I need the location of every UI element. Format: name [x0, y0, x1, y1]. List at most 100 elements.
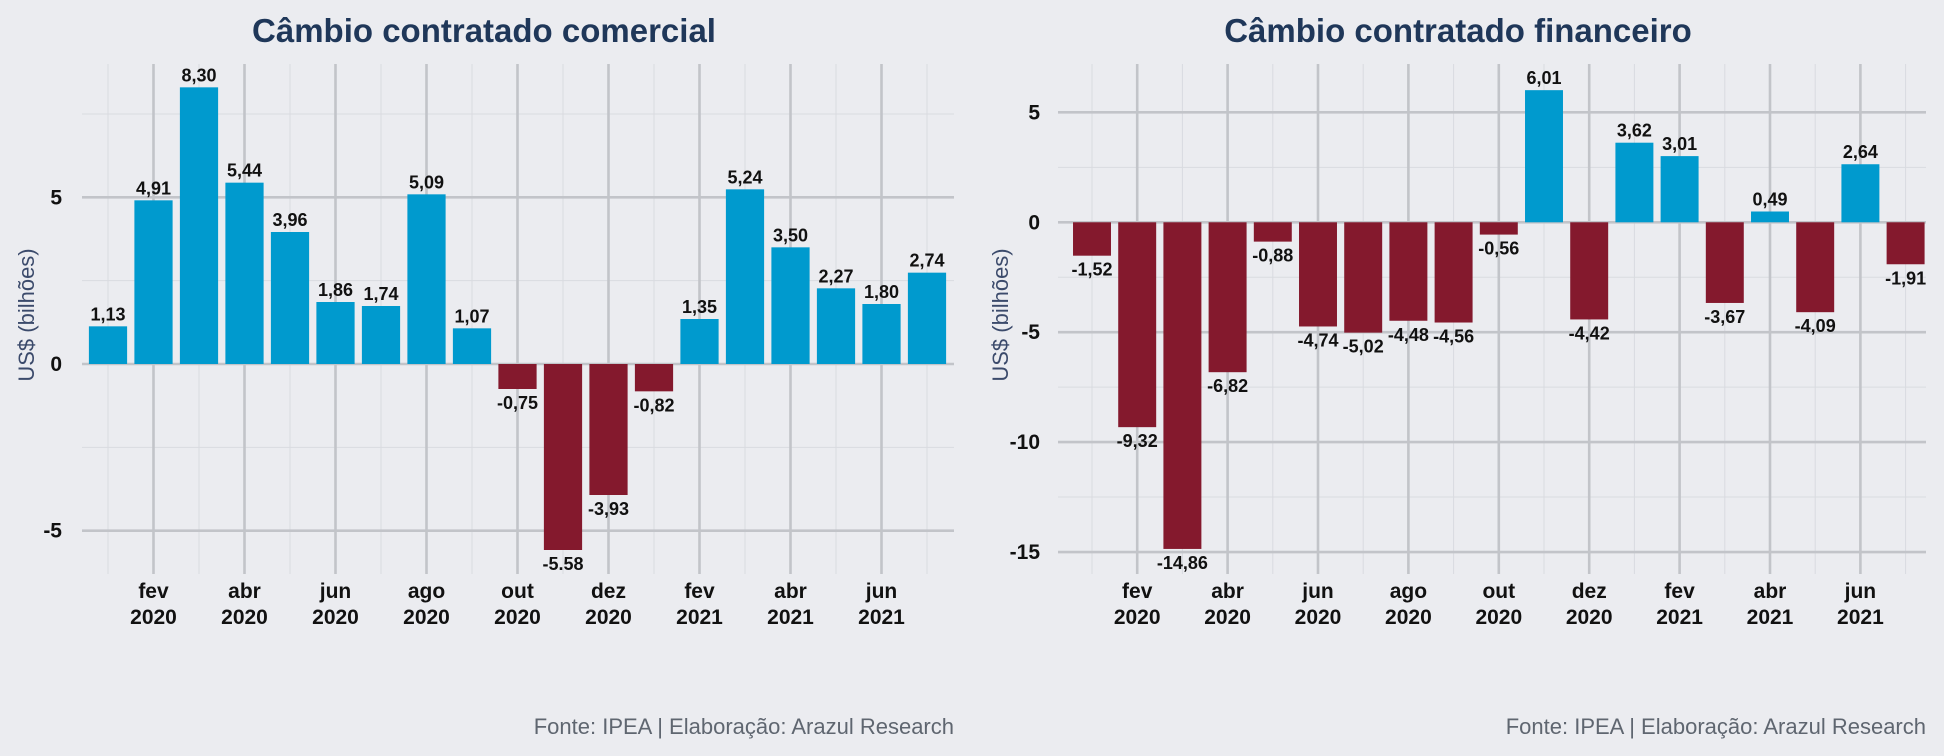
bar-comercial-mar-2020: [179, 87, 219, 364]
y-tick-label-financeiro: -10: [1010, 431, 1040, 454]
data-label-comercial: 3,96: [272, 210, 307, 230]
bar-financeiro-nov-2020: [1525, 90, 1563, 223]
chart-title-financeiro: Câmbio contratado financeiro: [1224, 12, 1692, 49]
x-tick-label-financeiro: abr 2021: [1747, 580, 1794, 629]
bar-comercial-dez-2020: [589, 364, 628, 495]
x-tick-label-financeiro: jun 2021: [1837, 580, 1884, 629]
x-tick-label-comercial: jun 2021: [858, 580, 905, 629]
data-label-comercial: 1,86: [318, 280, 353, 300]
x-tick-label-comercial: fev 2020: [130, 580, 177, 629]
bar-comercial-jun-2020: [316, 302, 355, 364]
data-label-comercial: 2,27: [818, 266, 853, 286]
bar-comercial-jan-2021: [634, 364, 674, 392]
data-label-financeiro: -1,52: [1071, 260, 1112, 280]
data-label-financeiro: 6,01: [1526, 68, 1561, 88]
bar-financeiro-ago-2020: [1389, 222, 1428, 321]
y-tick-label-financeiro: -15: [1010, 541, 1041, 564]
x-tick-label-financeiro: ago 2020: [1385, 580, 1432, 629]
bar-financeiro-jun-2021: [1841, 164, 1880, 223]
bar-financeiro-mai-2021: [1796, 222, 1835, 313]
x-tick-label-financeiro: fev 2020: [1114, 580, 1161, 629]
x-tick-label-comercial: fev 2021: [676, 580, 723, 629]
bar-comercial-abr-2020: [225, 182, 264, 364]
source-caption-financeiro: Fonte: IPEA | Elaboração: Arazul Researc…: [1506, 714, 1926, 739]
data-label-comercial: 2,74: [909, 251, 944, 271]
data-label-comercial: 1,13: [90, 304, 125, 324]
data-label-comercial: -0,75: [497, 393, 538, 413]
y-tick-label-comercial: 5: [50, 186, 62, 209]
data-label-financeiro: -4,42: [1569, 323, 1610, 343]
y-axis-label-comercial: US$ (bilhões): [14, 248, 39, 381]
bar-financeiro-mar-2020: [1163, 222, 1202, 549]
x-tick-label-comercial: out 2020: [494, 580, 541, 629]
data-label-comercial: 5,24: [727, 167, 762, 187]
x-tick-label-comercial: dez 2020: [585, 580, 632, 629]
bar-comercial-jan-2020: [88, 326, 128, 364]
data-label-comercial: -3,93: [588, 499, 629, 519]
data-label-financeiro: -4,56: [1433, 327, 1474, 347]
bar-financeiro-jan-2020: [1073, 222, 1111, 256]
data-label-comercial: 5,09: [409, 172, 444, 192]
chart-panel-comercial: 5 0 -5 fev 2020 abr 2020 jun 2020 ago 2020 out 2020 d…: [43, 64, 954, 629]
bar-comercial-mai-2020: [270, 232, 310, 364]
x-tick-label-comercial: abr 2021: [767, 580, 814, 629]
data-label-financeiro: -9,32: [1117, 431, 1158, 451]
bar-comercial-mai-2021: [816, 288, 856, 364]
bar-comercial-set-2020: [452, 328, 492, 364]
y-tick-label-comercial: -5: [43, 520, 62, 543]
y-tick-label-financeiro: 0: [1028, 211, 1040, 234]
data-label-comercial: 3,50: [773, 225, 808, 245]
data-label-financeiro: -3,67: [1704, 307, 1745, 327]
data-label-financeiro: -6,82: [1207, 376, 1248, 396]
data-label-financeiro: 0,49: [1752, 190, 1787, 210]
data-label-financeiro: -4,48: [1388, 325, 1429, 345]
bar-comercial-ago-2020: [407, 194, 446, 364]
data-label-comercial: 1,07: [454, 306, 489, 326]
data-label-financeiro: -0,88: [1252, 246, 1293, 266]
x-tick-label-financeiro: dez 2020: [1566, 580, 1613, 629]
bar-comercial-jul-2021: [907, 272, 947, 364]
data-label-financeiro: -4,09: [1795, 316, 1836, 336]
bar-comercial-nov-2020: [543, 364, 583, 550]
data-label-comercial: 1,74: [363, 284, 398, 304]
x-tick-label-financeiro: abr 2020: [1204, 580, 1251, 629]
data-label-comercial: -0,82: [633, 395, 674, 415]
bar-financeiro-jul-2021: [1886, 222, 1925, 265]
bar-financeiro-jun-2020: [1299, 222, 1337, 327]
bar-financeiro-jan-2021: [1615, 142, 1654, 223]
data-label-comercial: 1,80: [864, 282, 899, 302]
bar-financeiro-jul-2020: [1344, 222, 1383, 333]
y-tick-label-financeiro: -5: [1021, 321, 1040, 344]
chart-panel-financeiro: 5 0 -5 -10 -15 fev 2020 abr 2020 jun 2020 ago 2020 ou…: [1010, 64, 1926, 629]
bar-financeiro-mai-2020: [1253, 222, 1292, 242]
data-label-comercial: 8,30: [181, 65, 216, 85]
x-tick-label-financeiro: out 2020: [1475, 580, 1522, 629]
data-label-financeiro: 3,01: [1662, 134, 1697, 154]
bar-financeiro-abr-2020: [1208, 222, 1247, 373]
data-label-financeiro: -1,91: [1885, 268, 1926, 288]
x-tick-label-financeiro: jun 2020: [1295, 580, 1342, 629]
bar-financeiro-fev-2020: [1118, 222, 1157, 428]
x-tick-label-comercial: ago 2020: [403, 580, 450, 629]
bar-financeiro-mar-2021: [1705, 222, 1744, 303]
y-axis-label-financeiro: US$ (bilhões): [988, 248, 1013, 381]
data-label-comercial: -5.58: [542, 554, 583, 574]
bar-comercial-fev-2021: [680, 319, 719, 364]
data-label-comercial: 1,35: [682, 297, 717, 317]
x-tick-label-financeiro: fev 2021: [1656, 580, 1703, 629]
data-label-financeiro: -4,74: [1297, 330, 1338, 350]
data-label-financeiro: -14,86: [1157, 553, 1208, 573]
data-label-financeiro: 2,64: [1843, 142, 1878, 162]
data-label-comercial: 4,91: [136, 178, 171, 198]
bar-comercial-abr-2021: [771, 247, 810, 364]
bar-comercial-mar-2021: [725, 189, 765, 364]
chart-title-comercial: Câmbio contratado comercial: [252, 12, 716, 49]
bar-financeiro-set-2020: [1434, 222, 1473, 323]
data-label-financeiro: -5,02: [1343, 337, 1384, 357]
data-label-comercial: 5,44: [227, 161, 262, 181]
y-tick-label-financeiro: 5: [1028, 101, 1040, 124]
x-tick-label-comercial: jun 2020: [312, 580, 359, 629]
bar-financeiro-fev-2021: [1660, 156, 1699, 223]
bar-financeiro-dez-2020: [1570, 222, 1609, 320]
